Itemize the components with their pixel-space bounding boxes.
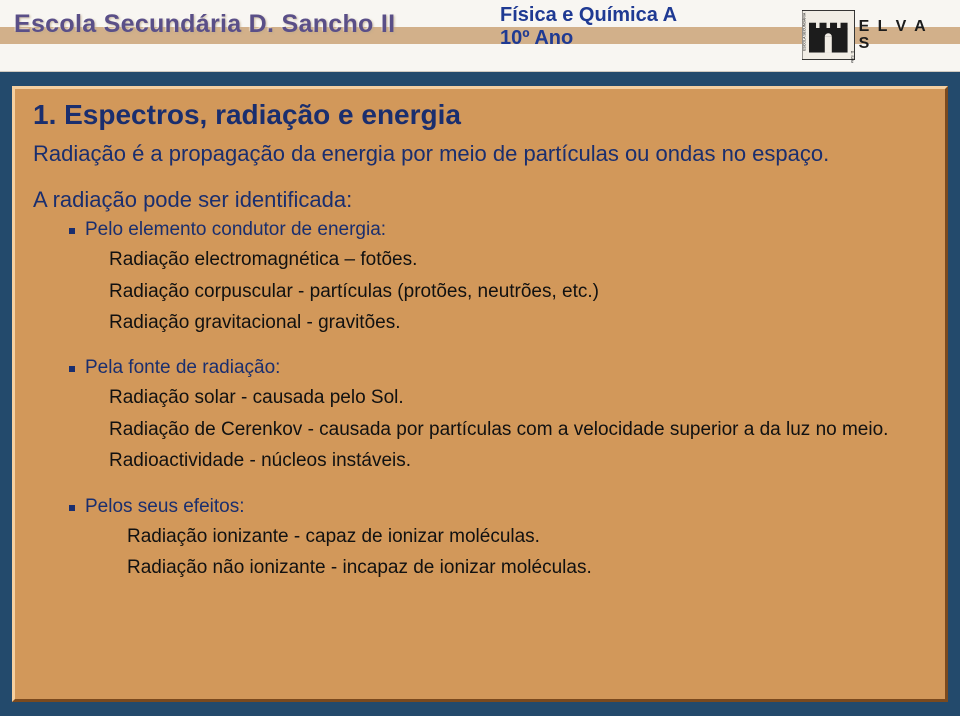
- subject-line-2: 10º Ano: [500, 27, 677, 50]
- school-name: Escola Secundária D. Sancho II: [14, 10, 395, 39]
- sub-items-3: Radiação ionizante - capaz de ionizar mo…: [127, 522, 927, 583]
- bullet-icon: [69, 366, 75, 372]
- subject-block: Física e Química A 10º Ano: [500, 4, 677, 50]
- sub-items-1: Radiação electromagnética – fotões. Radi…: [109, 245, 927, 337]
- bullet-heading-1-text: Pelo elemento condutor de energia:: [85, 219, 386, 241]
- identifier-lead: A radiação pode ser identificada:: [33, 187, 927, 213]
- page-header: Escola Secundária D. Sancho II Física e …: [0, 0, 960, 72]
- list-item: Radiação de Cerenkov - causada por partí…: [109, 415, 927, 444]
- list-item: Radiação electromagnética – fotões.: [109, 245, 927, 274]
- bullet-heading-3: Pelos seus efeitos:: [69, 496, 927, 518]
- list-item: Radiação solar - causada pelo Sol.: [109, 383, 927, 412]
- castle-icon: ESCOLA SECUNDÁRIA D. SANCHO II: [802, 7, 855, 63]
- svg-text:D. SANCHO II: D. SANCHO II: [850, 51, 854, 63]
- bullet-icon: [69, 228, 75, 234]
- slide-title: 1. Espectros, radiação e energia: [33, 99, 927, 131]
- bullet-heading-1: Pelo elemento condutor de energia:: [69, 219, 927, 241]
- intro-paragraph: Radiação é a propagação da energia por m…: [33, 137, 927, 171]
- list-item: Radiação gravitacional - gravitões.: [109, 308, 927, 337]
- svg-text:ESCOLA SECUNDÁRIA: ESCOLA SECUNDÁRIA: [803, 12, 807, 51]
- subject-line-1: Física e Química A: [500, 4, 677, 27]
- sub-items-2: Radiação solar - causada pelo Sol. Radia…: [109, 383, 927, 475]
- bullet-group-2: Pela fonte de radiação: Radiação solar -…: [69, 357, 927, 475]
- content-card: 1. Espectros, radiação e energia Radiaçã…: [12, 86, 948, 702]
- bullet-heading-2-text: Pela fonte de radiação:: [85, 357, 280, 379]
- logo-city: E L V A S: [859, 19, 938, 53]
- bullet-group-1: Pelo elemento condutor de energia: Radia…: [69, 219, 927, 337]
- bullet-icon: [69, 505, 75, 511]
- logo-text: E L V A S: [859, 17, 938, 53]
- school-logo: ESCOLA SECUNDÁRIA D. SANCHO II E L V A S: [802, 2, 938, 68]
- bullet-heading-3-text: Pelos seus efeitos:: [85, 496, 244, 518]
- bullet-group-3: Pelos seus efeitos: Radiação ionizante -…: [69, 496, 927, 583]
- intro-rest: é a propagação da energia por meio de pa…: [126, 141, 829, 166]
- list-item: Radiação corpuscular - partículas (protõ…: [109, 277, 927, 306]
- list-item: Radiação ionizante - capaz de ionizar mo…: [127, 522, 927, 551]
- list-item: Radioactividade - núcleos instáveis.: [109, 446, 927, 475]
- intro-term: Radiação: [33, 141, 126, 166]
- list-item: Radiação não ionizante - incapaz de ioni…: [127, 553, 927, 582]
- bullet-heading-2: Pela fonte de radiação:: [69, 357, 927, 379]
